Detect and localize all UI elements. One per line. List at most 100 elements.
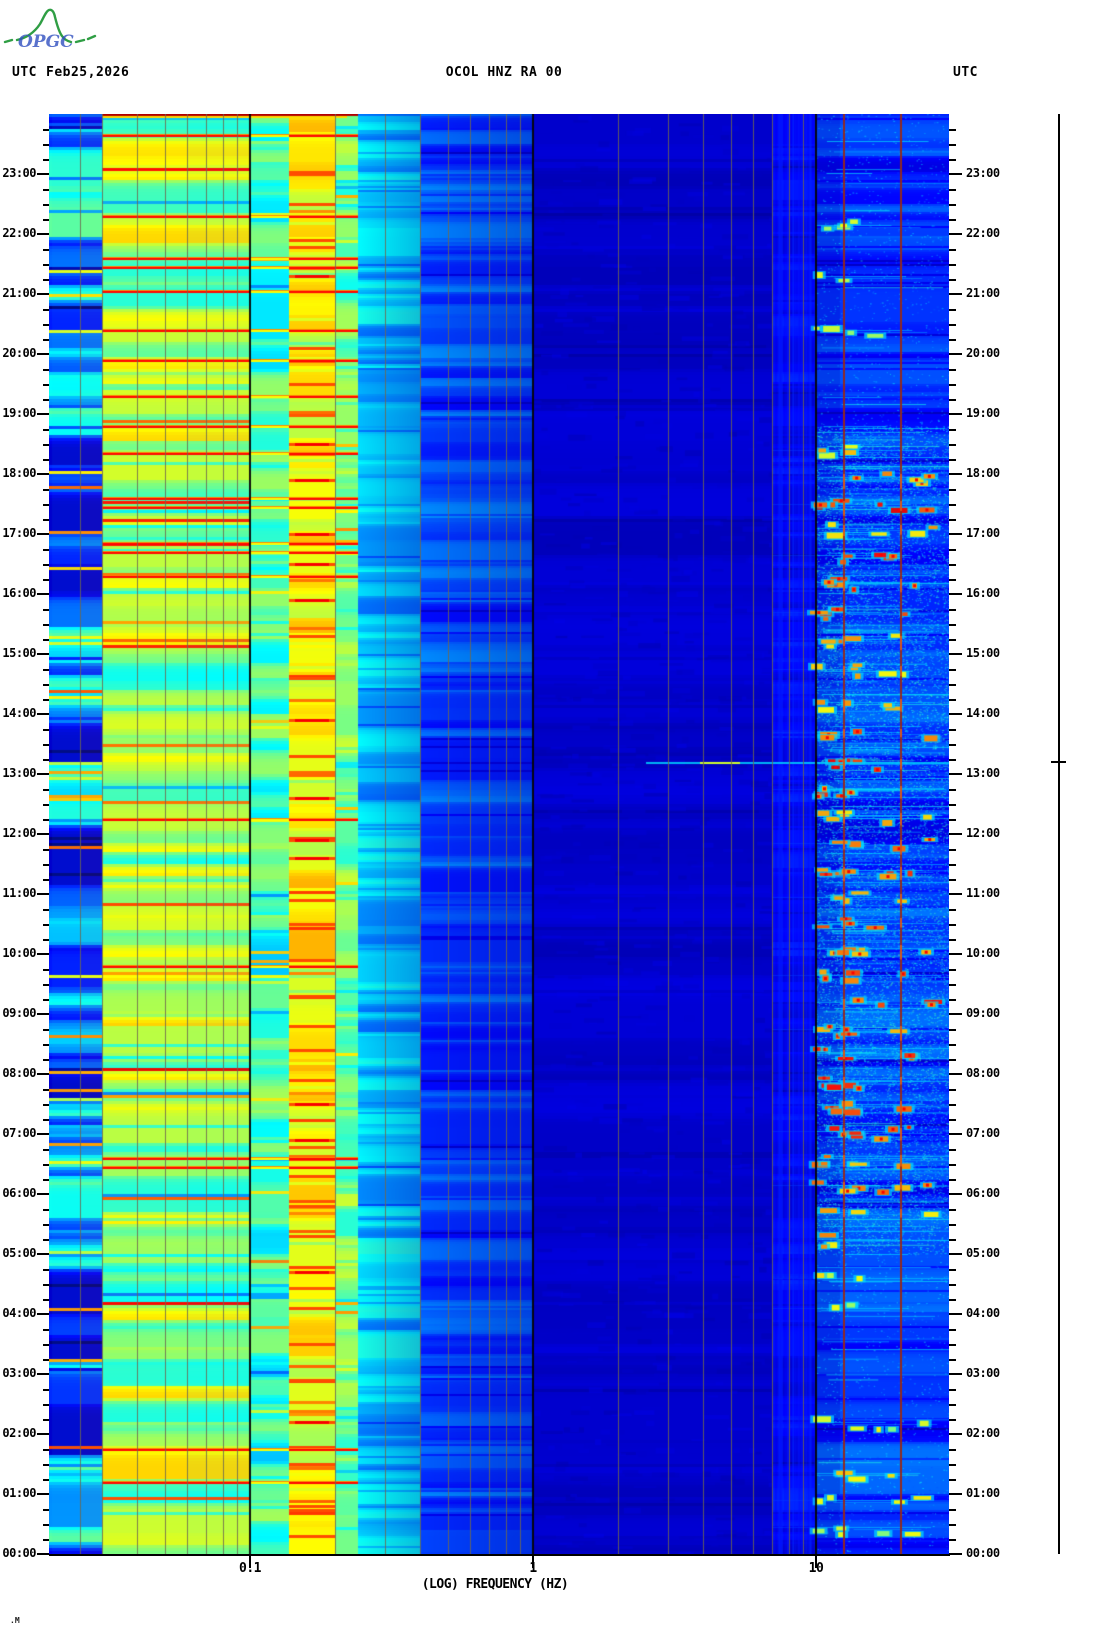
y-hour-label-right: 07:00 — [966, 1126, 1000, 1140]
y-hour-tick-left — [37, 713, 49, 715]
y-hour-label-left: 18:00 — [2, 466, 36, 480]
y-minor-tick-left — [43, 909, 49, 911]
y-minor-tick-left — [43, 1419, 49, 1421]
y-hour-tick-left — [37, 833, 49, 835]
y-minor-tick-right — [949, 999, 956, 1001]
y-minor-tick-right — [949, 189, 956, 191]
plot-title: OCOL HNZ RA 00 — [445, 65, 563, 80]
y-minor-tick-right — [949, 1149, 956, 1151]
y-minor-tick-right — [949, 1284, 956, 1286]
y-minor-tick-right — [949, 744, 956, 746]
y-minor-tick-right — [949, 519, 956, 521]
x-major-tick — [815, 1556, 817, 1568]
y-hour-tick-right — [949, 1313, 962, 1315]
y-hour-tick-right — [949, 1553, 962, 1555]
y-hour-label-right: 10:00 — [966, 946, 1000, 960]
y-hour-tick-right — [949, 1013, 962, 1015]
y-minor-tick-left — [43, 564, 49, 566]
y-hour-label-right: 13:00 — [966, 766, 1000, 780]
y-minor-tick-left — [43, 999, 49, 1001]
y-minor-tick-left — [43, 1524, 49, 1526]
y-minor-tick-left — [43, 459, 49, 461]
y-hour-label-right: 23:00 — [966, 166, 1000, 180]
y-minor-tick-left — [43, 1464, 49, 1466]
y-hour-label-right: 11:00 — [966, 886, 1000, 900]
y-minor-tick-left — [43, 1389, 49, 1391]
x-tick-label: 1 — [529, 1561, 537, 1576]
y-minor-tick-left — [43, 1449, 49, 1451]
y-hour-tick-right — [949, 1373, 962, 1375]
y-minor-tick-left — [43, 864, 49, 866]
y-minor-tick-right — [949, 1239, 956, 1241]
y-minor-tick-left — [43, 399, 49, 401]
y-hour-tick-right — [949, 953, 962, 955]
y-hour-tick-right — [949, 413, 962, 415]
y-minor-tick-right — [949, 459, 956, 461]
y-minor-tick-right — [949, 924, 956, 926]
y-hour-tick-right — [949, 1493, 962, 1495]
y-minor-tick-left — [43, 1059, 49, 1061]
y-minor-tick-right — [949, 1104, 956, 1106]
y-hour-label-left: 05:00 — [2, 1246, 36, 1260]
y-minor-tick-left — [43, 279, 49, 281]
y-minor-tick-left — [43, 504, 49, 506]
y-hour-label-left: 10:00 — [2, 946, 36, 960]
y-minor-tick-right — [949, 1299, 956, 1301]
y-hour-tick-right — [949, 1193, 962, 1195]
y-minor-tick-left — [43, 324, 49, 326]
y-hour-tick-right — [949, 713, 962, 715]
y-hour-tick-right — [949, 893, 962, 895]
y-minor-tick-left — [43, 699, 49, 701]
y-hour-tick-right — [949, 1433, 962, 1435]
y-minor-tick-right — [949, 879, 956, 881]
y-hour-label-right: 03:00 — [966, 1366, 1000, 1380]
y-hour-label-right: 01:00 — [966, 1486, 1000, 1500]
y-minor-tick-right — [949, 1479, 956, 1481]
y-hour-label-right: 12:00 — [966, 826, 1000, 840]
y-minor-tick-left — [43, 1119, 49, 1121]
y-minor-tick-right — [949, 369, 956, 371]
y-hour-label-right: 00:00 — [966, 1546, 1000, 1560]
y-minor-tick-left — [43, 339, 49, 341]
y-minor-tick-left — [43, 744, 49, 746]
y-minor-tick-right — [949, 909, 956, 911]
y-minor-tick-left — [43, 1299, 49, 1301]
y-hour-label-right: 20:00 — [966, 346, 1000, 360]
y-minor-tick-left — [43, 924, 49, 926]
y-hour-tick-left — [37, 533, 49, 535]
y-hour-tick-right — [949, 173, 962, 175]
y-minor-tick-right — [949, 1209, 956, 1211]
header-date: Feb25,2026 — [46, 65, 130, 80]
y-minor-tick-left — [43, 1509, 49, 1511]
y-minor-tick-right — [949, 1089, 956, 1091]
y-minor-tick-left — [43, 759, 49, 761]
x-axis-title: (LOG) FREQUENCY (HZ) — [421, 1577, 569, 1592]
y-hour-tick-left — [37, 1313, 49, 1315]
y-minor-tick-left — [43, 219, 49, 221]
y-hour-tick-right — [949, 593, 962, 595]
x-tick-label: 10 — [808, 1561, 824, 1576]
y-hour-tick-left — [37, 593, 49, 595]
y-minor-tick-left — [43, 684, 49, 686]
y-minor-tick-right — [949, 1179, 956, 1181]
header-utc-right: UTC — [953, 65, 978, 80]
spectrogram-canvas — [49, 114, 949, 1554]
y-minor-tick-right — [949, 639, 956, 641]
y-hour-tick-left — [37, 1193, 49, 1195]
y-minor-tick-left — [43, 204, 49, 206]
y-minor-tick-left — [43, 1539, 49, 1541]
y-hour-tick-left — [37, 1013, 49, 1015]
y-hour-label-left: 17:00 — [2, 526, 36, 540]
y-minor-tick-right — [949, 339, 956, 341]
y-hour-label-right: 02:00 — [966, 1426, 1000, 1440]
y-minor-tick-right — [949, 759, 956, 761]
y-minor-tick-right — [949, 699, 956, 701]
y-hour-tick-right — [949, 533, 962, 535]
y-minor-tick-right — [949, 1164, 956, 1166]
y-minor-tick-right — [949, 1419, 956, 1421]
y-minor-tick-left — [43, 1149, 49, 1151]
y-minor-tick-left — [43, 309, 49, 311]
y-minor-tick-left — [43, 444, 49, 446]
y-minor-tick-left — [43, 969, 49, 971]
y-minor-tick-left — [43, 804, 49, 806]
